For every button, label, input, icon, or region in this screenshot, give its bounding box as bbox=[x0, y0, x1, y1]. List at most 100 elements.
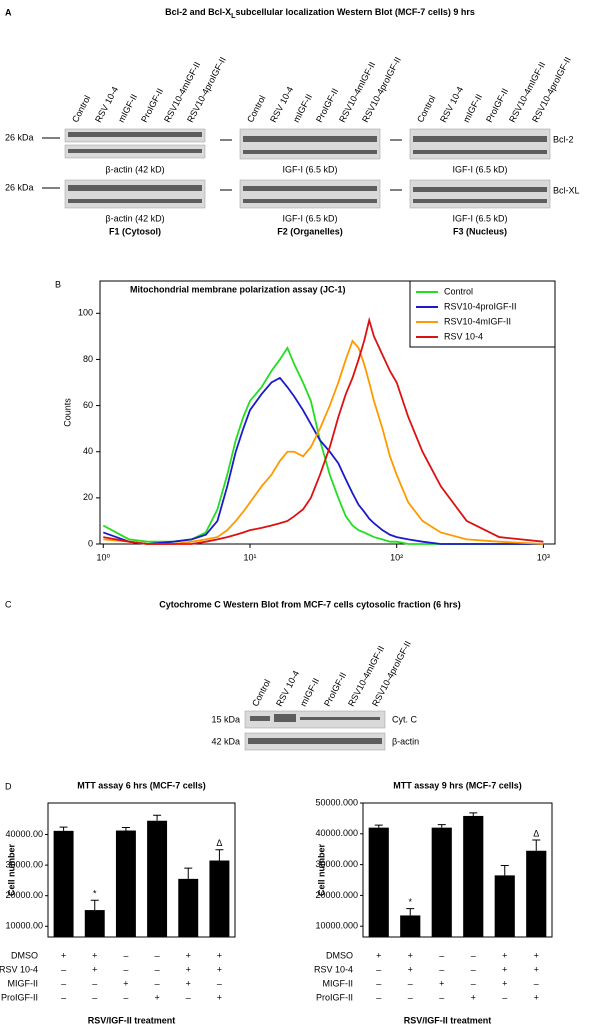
loading-label: IGF-I (6.5 kD) bbox=[282, 164, 337, 174]
loading-label: IGF-I (6.5 kD) bbox=[282, 213, 337, 223]
sign: + bbox=[439, 978, 444, 988]
plot-frame bbox=[47, 802, 236, 938]
lane-label: RSV 10-4 bbox=[274, 669, 301, 708]
sign: – bbox=[502, 992, 507, 1002]
lane-label: ProIGF-II bbox=[139, 87, 165, 124]
chart-title: Mitochondrial membrane polarization assa… bbox=[130, 284, 346, 294]
sign: + bbox=[186, 978, 191, 988]
y-tick-label: 40 bbox=[83, 446, 93, 456]
panel-title: Bcl-2 and Bcl-XLsubcellular localization… bbox=[165, 7, 475, 19]
bar bbox=[209, 860, 230, 937]
sign: + bbox=[502, 978, 507, 988]
sign: – bbox=[92, 978, 97, 988]
sign: – bbox=[61, 992, 66, 1002]
y-tick-label: 30000.00 bbox=[5, 859, 43, 869]
row-label: DMSO bbox=[326, 950, 353, 960]
sign: – bbox=[123, 992, 128, 1002]
sign: + bbox=[92, 950, 97, 960]
lane-label: mIGF-II bbox=[291, 92, 314, 124]
row-label: RSV 10-4 bbox=[314, 964, 353, 974]
row-label: MIGF-II bbox=[8, 978, 39, 988]
sign: + bbox=[186, 964, 191, 974]
sign: – bbox=[123, 950, 128, 960]
band-label: Bcl-2 bbox=[553, 134, 574, 144]
sign: – bbox=[376, 964, 381, 974]
panel-letter: D bbox=[5, 781, 12, 791]
y-tick-label: 10000.00 bbox=[5, 921, 43, 931]
plot-frame bbox=[99, 280, 556, 545]
error-bar bbox=[469, 812, 478, 816]
legend-label: RSV10-4proIGF-II bbox=[444, 301, 517, 311]
lane-label: Control bbox=[245, 94, 267, 124]
histogram-line bbox=[102, 376, 544, 545]
histogram-line bbox=[102, 345, 544, 545]
x-tick-label: 10¹ bbox=[243, 552, 256, 562]
y-axis-label: Counts bbox=[62, 398, 72, 427]
legend-label: RSV10-4mIGF-II bbox=[444, 316, 511, 326]
sign: + bbox=[502, 964, 507, 974]
sign: + bbox=[534, 964, 539, 974]
y-axis-label: Cell number bbox=[316, 844, 326, 897]
blots-a bbox=[42, 128, 551, 751]
row-label: MIGF-II bbox=[323, 978, 354, 988]
y-axis-label: Cell number bbox=[6, 844, 16, 897]
sign: + bbox=[217, 950, 222, 960]
row-label: ProIGF-II bbox=[316, 992, 353, 1002]
sign: – bbox=[471, 964, 476, 974]
sign: – bbox=[61, 978, 66, 988]
marker-label: 42 kDa bbox=[211, 736, 240, 746]
sign: + bbox=[534, 992, 539, 1002]
loading-label: β-actin (42 kD) bbox=[105, 164, 164, 174]
band-label: β-actin bbox=[392, 736, 419, 746]
error-bar bbox=[184, 867, 193, 879]
error-bar bbox=[90, 899, 99, 911]
sign: – bbox=[376, 978, 381, 988]
sign: + bbox=[502, 950, 507, 960]
x-tick-label: 10² bbox=[390, 552, 403, 562]
y-tick-label: 30000.000 bbox=[315, 859, 358, 869]
annotation: Δ bbox=[533, 828, 539, 838]
sign: + bbox=[123, 978, 128, 988]
y-tick-label: 20000.00 bbox=[5, 890, 43, 900]
sign: – bbox=[217, 978, 222, 988]
lane-label: mIGF-II bbox=[461, 92, 484, 124]
sign: – bbox=[123, 964, 128, 974]
histogram-line bbox=[103, 316, 544, 545]
sign: – bbox=[408, 978, 413, 988]
sign: – bbox=[376, 992, 381, 1002]
error-bar bbox=[121, 826, 130, 831]
bar bbox=[84, 910, 105, 937]
row-label: RSV 10-4 bbox=[0, 964, 38, 974]
panel-letter: C bbox=[5, 599, 12, 609]
error-bar bbox=[59, 826, 68, 831]
bar bbox=[494, 875, 515, 937]
y-tick-label: 40000.00 bbox=[5, 829, 43, 839]
sign: – bbox=[439, 992, 444, 1002]
lane-label: Control bbox=[70, 94, 92, 124]
lane-label: ProIGF-II bbox=[322, 671, 348, 708]
x-axis-label: RSV/IGF-II treatment bbox=[88, 1015, 176, 1025]
sign: + bbox=[408, 950, 413, 960]
error-bar bbox=[532, 839, 541, 851]
sign: + bbox=[61, 950, 66, 960]
y-tick-label: 100 bbox=[78, 308, 93, 318]
sign: – bbox=[408, 992, 413, 1002]
loading-label: β-actin (42 kD) bbox=[105, 213, 164, 223]
x-tick-label: 10³ bbox=[537, 552, 550, 562]
sign: – bbox=[471, 978, 476, 988]
y-tick-label: 80 bbox=[83, 354, 93, 364]
chart-title: MTT assay 9 hrs (MCF-7 cells) bbox=[393, 780, 522, 790]
lane-label: ProIGF-II bbox=[484, 87, 510, 124]
y-tick-label: 60 bbox=[83, 400, 93, 410]
y-tick-label: 20000.000 bbox=[315, 890, 358, 900]
bar bbox=[115, 830, 136, 937]
y-tick-label: 40000.000 bbox=[315, 828, 358, 838]
error-bar bbox=[374, 824, 383, 828]
annotation: Δ bbox=[216, 838, 222, 848]
sign: + bbox=[186, 950, 191, 960]
sign: – bbox=[92, 992, 97, 1002]
error-bar bbox=[406, 908, 415, 916]
x-axis-label: RSV/IGF-II treatment bbox=[404, 1015, 492, 1025]
sign: + bbox=[217, 992, 222, 1002]
